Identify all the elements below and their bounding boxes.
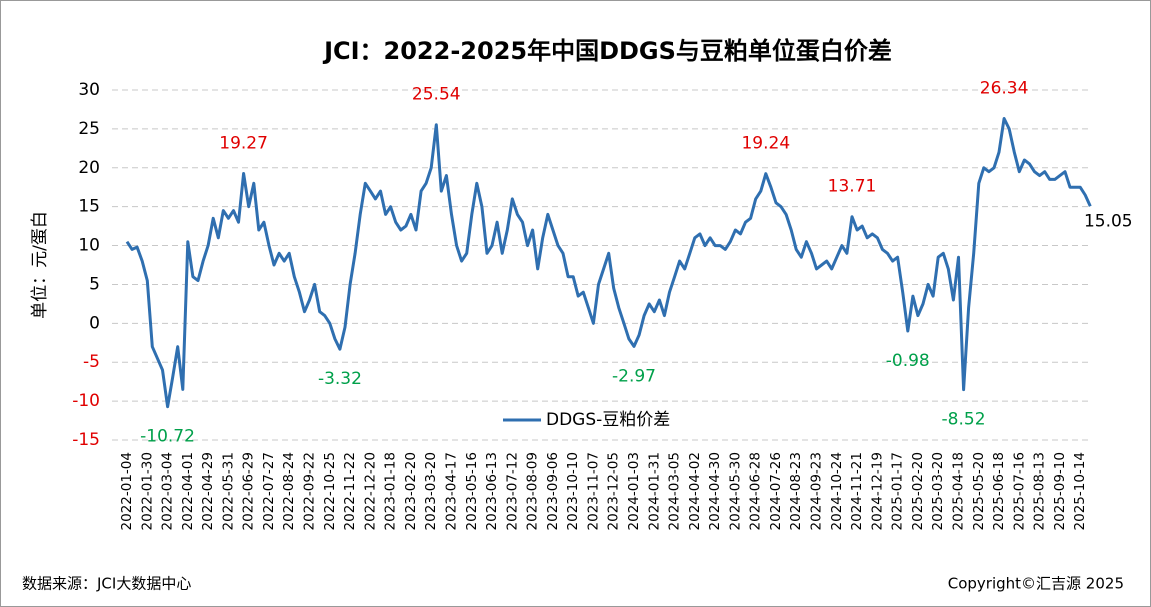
y-tick-label: 15 [78,197,100,217]
y-tick-label: -5 [83,352,100,372]
x-tick-label: 2022-01-30 [139,452,155,530]
point-label: 15.05 [1084,211,1133,231]
point-label: -3.32 [318,369,362,389]
x-tick-label: 2024-01-31 [646,452,662,530]
x-tick-label: 2022-04-29 [200,452,216,530]
point-label: -8.52 [942,410,986,430]
x-tick-label: 2022-05-31 [220,452,236,530]
x-tick-label: 2022-06-29 [241,452,257,530]
x-tick-label: 2022-09-22 [302,452,318,530]
x-tick-label: 2023-05-16 [464,452,480,530]
x-tick-label: 2023-04-17 [443,452,459,530]
x-tick-label: 2025-04-18 [950,452,966,530]
x-tick-label: 2025-01-17 [890,452,906,530]
x-tick-label: 2024-07-26 [768,452,784,530]
x-tick-label: 2023-03-20 [423,452,439,530]
point-label: 25.54 [412,85,461,105]
y-tick-label: 10 [78,236,100,256]
x-tick-label: 2022-10-25 [322,452,338,530]
x-tick-label: 2023-08-09 [525,452,541,530]
y-tick-label: 30 [78,80,100,100]
point-label: 26.34 [980,78,1029,98]
y-tick-label: -10 [72,391,100,411]
point-label: -0.98 [886,351,930,371]
data-line [125,117,1092,409]
x-tick-label: 2024-06-28 [748,452,764,530]
x-tick-label: 2025-06-18 [991,452,1007,530]
x-tick-label: 2024-11-21 [849,452,865,530]
x-tick-label: 2022-11-22 [342,452,358,530]
y-tick-label: 20 [78,158,100,178]
x-tick-label: 2023-07-12 [504,452,520,530]
point-label: 19.27 [219,133,268,153]
x-tick-label: 2022-12-20 [362,452,378,530]
x-tick-label: 2025-09-10 [1052,452,1068,530]
point-label: 13.71 [828,177,877,197]
x-tick-label: 2022-04-01 [180,452,196,530]
x-tick-label: 2025-03-20 [930,452,946,530]
legend-label: DDGS-豆粕价差 [546,410,670,430]
x-tick-label: 2025-10-14 [1072,452,1088,530]
x-tick-label: 2022-03-04 [160,452,176,530]
x-tick-label: 2023-12-05 [606,452,622,530]
x-tick-label: 2024-04-02 [687,452,703,530]
x-tick-label: 2024-12-19 [869,452,885,530]
x-tick-label: 2024-04-30 [707,452,723,530]
x-tick-label: 2025-08-13 [1032,452,1048,530]
x-tick-label: 2024-08-23 [788,452,804,530]
source: 数据来源：JCI大数据中心 [22,575,191,593]
x-tick-label: 2025-02-20 [910,452,926,530]
x-tick-label: 2025-05-20 [971,452,987,530]
x-tick-label: 2023-02-20 [403,452,419,530]
copyright: Copyright©汇吉源 2025 [948,575,1124,593]
x-tick-label: 2025-07-16 [1011,452,1027,530]
x-tick-label: 2023-10-10 [565,452,581,530]
y-tick-label: 0 [89,313,100,333]
chart-title: JCI：2022-2025年中国DDGS与豆粕单位蛋白价差 [322,37,892,65]
point-label: 19.24 [741,134,790,154]
x-tick-label: 2024-03-05 [667,452,683,530]
y-axis-label: 单位：元/蛋白 [30,211,50,319]
point-label: -2.97 [612,366,656,386]
x-tick-label: 2024-09-23 [809,452,825,530]
y-tick-label: 25 [78,119,100,139]
x-tick-label: 2022-01-04 [119,452,135,530]
x-tick-label: 2023-06-13 [484,452,500,530]
x-tick-label: 2023-11-07 [585,452,601,530]
x-tick-label: 2022-07-27 [261,452,277,530]
y-tick-label: 5 [89,274,100,294]
y-tick-label: -15 [72,430,100,450]
x-tick-label: 2022-08-24 [281,452,297,530]
x-tick-label: 2024-01-03 [626,452,642,530]
x-tick-label: 2024-10-24 [829,452,845,530]
x-tick-label: 2024-05-30 [727,452,743,530]
x-tick-label: 2023-01-18 [383,452,399,530]
x-tick-label: 2023-09-06 [545,452,561,530]
point-label: -10.72 [140,427,195,447]
